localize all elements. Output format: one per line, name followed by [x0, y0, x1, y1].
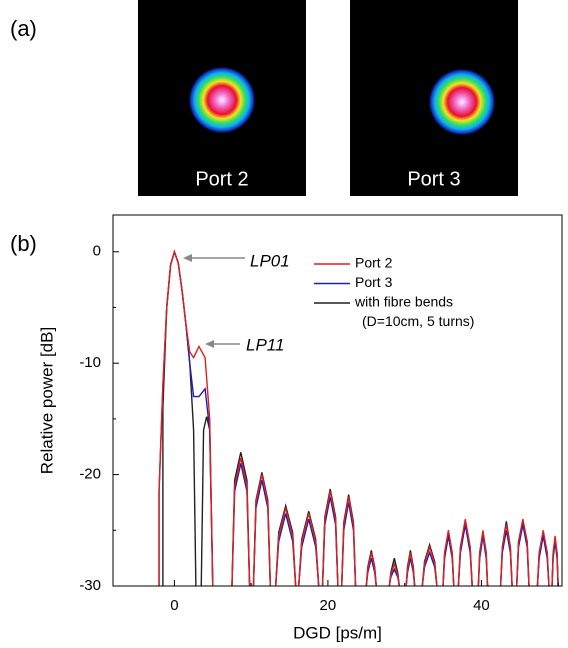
- y-tick-label: -20: [79, 466, 101, 483]
- page: {"panels": {"a": "(a)", "b": "(b)"}, "im…: [0, 0, 568, 648]
- x-axis-label: DGD [ps/m]: [293, 623, 382, 642]
- beam-profile: [188, 66, 256, 134]
- annotation: LP11: [246, 335, 284, 354]
- legend-note: (D=10cm, 5 turns): [362, 313, 474, 329]
- annotation-arrowhead: [183, 254, 192, 262]
- annotation-arrowhead: [205, 340, 214, 348]
- panel-label: (b): [10, 231, 37, 256]
- image-label: Port 2: [195, 168, 248, 190]
- x-tick-label: 40: [473, 597, 490, 614]
- y-axis-label: Relative power [dB]: [37, 327, 56, 474]
- y-tick-label: -10: [79, 354, 101, 371]
- y-tick-label: -30: [79, 577, 101, 594]
- x-tick-label: 0: [170, 597, 178, 614]
- figure: (a) Port 2 Port 3 (b) -30 -20 -10 0 0 20 40 DGD…: [0, 0, 568, 648]
- legend-label: Port 3: [355, 274, 393, 290]
- plot-frame: [113, 215, 562, 586]
- panel-label: (a): [10, 16, 37, 41]
- beam-profile: [428, 68, 496, 136]
- x-tick-label: 20: [320, 597, 337, 614]
- legend-label: Port 2: [355, 255, 393, 271]
- annotation: LP01: [250, 251, 290, 270]
- y-tick-label: 0: [93, 243, 101, 260]
- legend-label: with fibre bends: [354, 294, 453, 310]
- image-label: Port 3: [407, 168, 460, 190]
